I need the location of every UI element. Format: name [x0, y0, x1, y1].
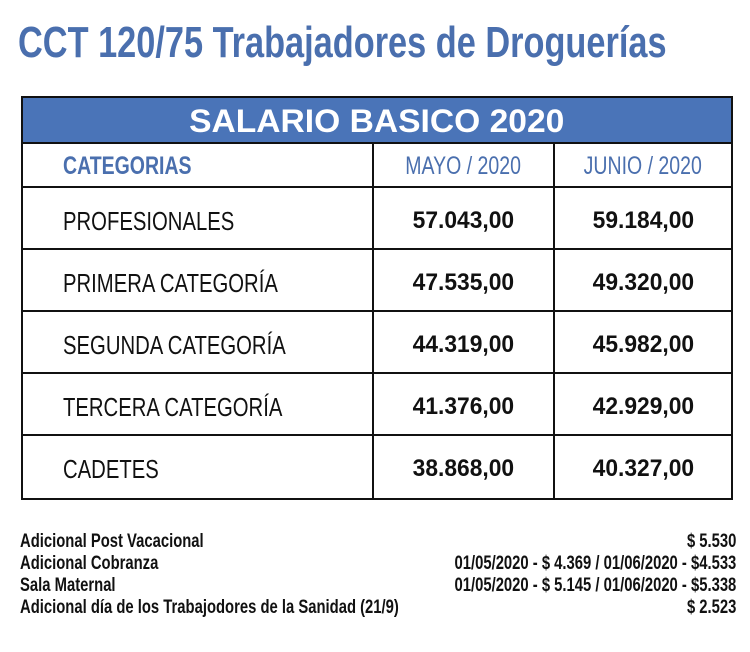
note-post-vacacional: Adicional Post Vacacional $ 5.530 [20, 531, 736, 553]
table-banner: SALARIO BASICO 2020 [23, 98, 731, 144]
junio-cell: 49.320,00 [592, 269, 694, 296]
note-value: $ 2.523 [686, 597, 736, 618]
junio-cell: 59.184,00 [592, 207, 694, 234]
table-row: CADETES 38.868,00 40.327,00 [23, 436, 731, 498]
category-cell: CADETES [23, 436, 374, 498]
table-row: PROFESIONALES 57.043,00 59.184,00 [23, 188, 731, 250]
category-cell: PROFESIONALES [23, 188, 374, 248]
header-categorias: CATEGORIAS [23, 144, 374, 186]
note-value: 01/05/2020 - $ 5.145 / 01/06/2020 - $5.3… [454, 575, 736, 596]
banner-text: SALARIO BASICO 2020 [189, 103, 565, 139]
category-cell: PRIMERA CATEGORÍA [23, 250, 374, 310]
note-label: Adicional Post Vacacional [20, 531, 204, 552]
header-mayo: MAYO / 2020 [374, 144, 555, 186]
junio-cell: 42.929,00 [592, 393, 694, 420]
table-row: SEGUNDA CATEGORÍA 44.319,00 45.982,00 [23, 312, 731, 374]
note-label: Sala Maternal [20, 575, 116, 596]
note-dia-sanidad: Adicional día de los Trabajodores de la … [20, 597, 736, 619]
category-cell: SEGUNDA CATEGORÍA [23, 312, 374, 372]
mayo-cell: 57.043,00 [374, 188, 555, 248]
category-cell: TERCERA CATEGORÍA [23, 374, 374, 434]
junio-cell: 40.327,00 [592, 455, 694, 482]
table-header-row: CATEGORIAS MAYO / 2020 JUNIO / 2020 [23, 144, 731, 188]
mayo-cell: 47.535,00 [374, 250, 555, 310]
note-sala-maternal: Sala Maternal 01/05/2020 - $ 5.145 / 01/… [20, 575, 736, 597]
additional-notes: Adicional Post Vacacional $ 5.530 Adicio… [20, 531, 736, 619]
mayo-cell: 41.376,00 [374, 374, 555, 434]
mayo-cell: 38.868,00 [374, 436, 555, 498]
page-title: CCT 120/75 Trabajadores de Droguerías [18, 18, 750, 68]
table-row: PRIMERA CATEGORÍA 47.535,00 49.320,00 [23, 250, 731, 312]
note-label: Adicional día de los Trabajodores de la … [20, 597, 399, 618]
mayo-cell: 44.319,00 [374, 312, 555, 372]
note-value: 01/05/2020 - $ 4.369 / 01/06/2020 - $4.5… [454, 553, 736, 574]
page-title-text: CCT 120/75 Trabajadores de Droguerías [18, 18, 667, 67]
note-value: $ 5.530 [686, 531, 736, 552]
header-junio: JUNIO / 2020 [583, 152, 703, 180]
junio-cell: 45.982,00 [592, 331, 694, 358]
note-label: Adicional Cobranza [20, 553, 159, 574]
salary-table: SALARIO BASICO 2020 CATEGORIAS MAYO / 20… [21, 96, 733, 500]
note-cobranza: Adicional Cobranza 01/05/2020 - $ 4.369 … [20, 553, 736, 575]
table-row: TERCERA CATEGORÍA 41.376,00 42.929,00 [23, 374, 731, 436]
